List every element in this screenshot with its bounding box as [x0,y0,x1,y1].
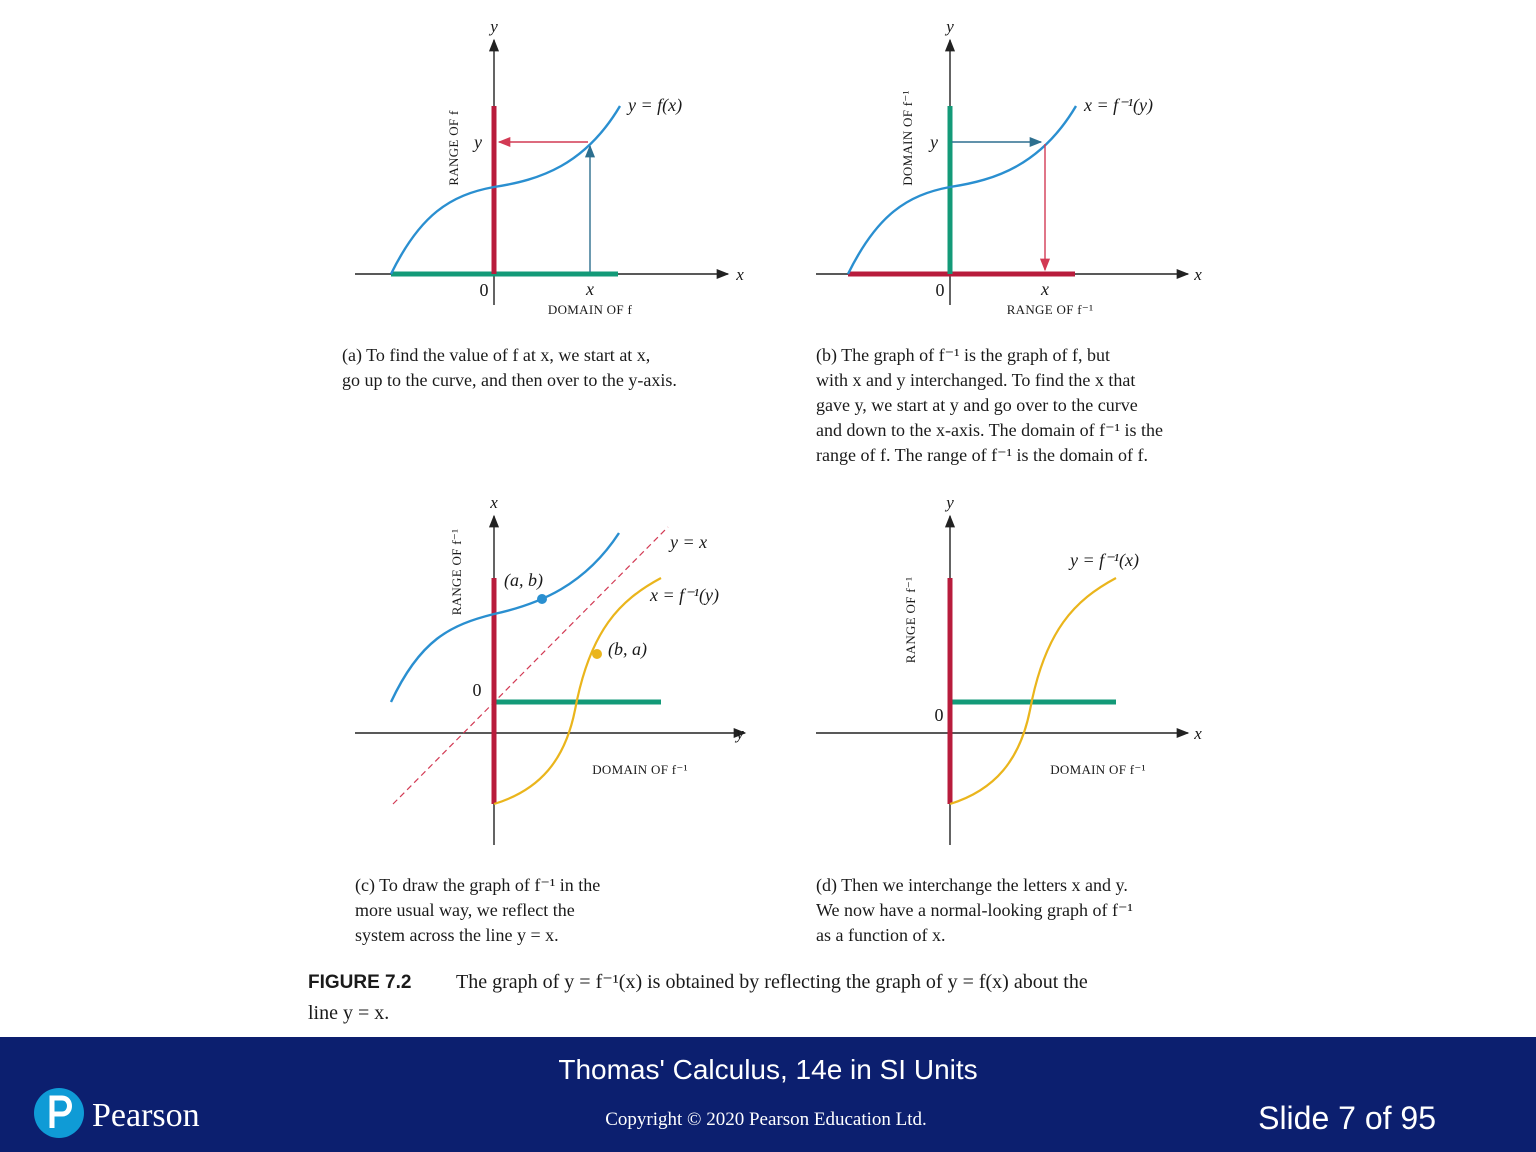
horizontal-label: DOMAIN OF f⁻¹ [1050,762,1146,777]
panel-d: y x 0 y = f⁻¹(x) DOMAIN OF f⁻¹ RANGE OF … [816,493,1202,945]
caption-line: with x and y interchanged. To find the x… [816,370,1135,390]
horizontal-label: DOMAIN OF f [548,302,633,317]
caption-line: (a) To find the value of f at x, we star… [342,345,650,366]
footer-copyright: Copyright © 2020 Pearson Education Ltd. [605,1109,927,1130]
curve [846,105,1078,275]
caption-line: (b) The graph of f⁻¹ is the graph of f, … [816,345,1110,366]
axis-label: x [489,493,498,512]
curve-label: y = f⁻¹(x) [1068,550,1139,571]
curve [389,105,622,275]
panel-a: y x 0 y = f(x) y x DOMAIN OF f RANGE OF … [342,17,744,390]
caption-line: as a function of x. [816,925,945,945]
line-label: y = x [668,532,707,552]
logo-text: Pearson [92,1097,200,1134]
panel-b: y x 0 x = f⁻¹(y) y x RANGE OF f⁻¹ DOMAIN… [816,17,1202,465]
caption-line: We now have a normal-looking graph of f⁻… [816,900,1133,920]
vertical-label: RANGE OF f⁻¹ [449,529,464,616]
origin-label: 0 [480,280,489,300]
point [537,594,547,604]
horizontal-label: RANGE OF f⁻¹ [1007,302,1094,317]
caption-line: and down to the x-axis. The domain of f⁻… [816,420,1163,440]
figure-caption: line y = x. [308,1002,389,1024]
point [592,649,602,659]
caption-line: (d) Then we interchange the letters x an… [816,875,1128,896]
vertical-label: DOMAIN OF f⁻¹ [900,90,915,186]
curve-label: x = f⁻¹(y) [649,585,719,606]
inverse-curve [949,577,1117,806]
curve-label: x = f⁻¹(y) [1083,95,1153,116]
slide-number: Slide 7 of 95 [1258,1100,1436,1136]
axis-label: y [734,724,744,743]
y-axis-label: y [944,493,954,512]
x-axis-label: x [1193,265,1202,284]
inverse-curve [493,577,662,806]
origin-label: 0 [473,680,482,700]
x-mark: x [1040,279,1049,299]
origin-label: 0 [935,705,944,725]
footer-title: Thomas' Calculus, 14e in SI Units [558,1054,977,1085]
vertical-label: RANGE OF f [446,110,461,186]
origin-label: 0 [936,280,945,300]
footer-bar [0,1037,1536,1152]
caption-line: more usual way, we reflect the [355,900,575,920]
caption-line: range of f. The range of f⁻¹ is the doma… [816,445,1148,465]
x-axis-label: x [735,265,744,284]
figure-label: FIGURE 7.2 [308,972,411,993]
caption-line: (c) To draw the graph of f⁻¹ in the [355,875,600,896]
y-axis-label: y [944,17,954,36]
vertical-label: RANGE OF f⁻¹ [903,577,918,664]
figure-caption: The graph of y = f⁻¹(x) is obtained by r… [456,971,1088,993]
panel-c: x y 0 y = x x = f⁻¹(y) (a, b) (b, a) DOM… [355,493,747,945]
x-mark: x [585,279,594,299]
point-label: (b, a) [608,639,647,660]
caption-line: gave y, we start at y and go over to the… [816,395,1138,415]
caption-line: system across the line y = x. [355,925,559,945]
horizontal-label: DOMAIN OF f⁻¹ [592,762,688,777]
y-axis-label: y [488,17,498,36]
curve [389,532,621,703]
point-label: (a, b) [504,570,543,591]
caption-line: go up to the curve, and then over to the… [342,370,677,390]
x-axis-label: x [1193,724,1202,743]
y-mark: y [472,132,482,152]
logo-glyph [49,1095,72,1128]
line-y-equals-x [392,526,669,805]
curve-label: y = f(x) [626,95,682,116]
y-mark: y [928,132,938,152]
